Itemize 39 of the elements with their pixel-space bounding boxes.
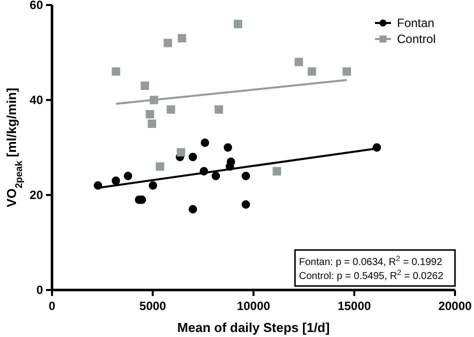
x-tick-label: 15000 [338,299,372,313]
y-tick-label: 0 [36,283,44,298]
point [294,58,304,66]
point [234,20,242,28]
point [148,181,158,190]
y-tick-label: 60 [30,0,44,12]
point [214,105,224,114]
x-tick-label: 10000 [236,299,271,313]
point [112,176,120,185]
point [342,67,351,76]
legend-label: Fontan [397,16,434,30]
point [140,82,150,90]
annotation: Fontan: p = 0.0634, R$^{2}$ = 0.1992 [299,254,443,268]
y-tick-label: 20 [30,188,44,202]
point [242,172,250,180]
point [164,38,172,48]
legend-label: Control [397,32,436,46]
point [178,34,186,42]
point [308,67,316,76]
point [146,110,154,118]
point [200,138,210,147]
point [156,162,164,171]
point [188,205,198,214]
x-axis-title: Mean of daily Steps [1/d] [177,320,330,335]
point [188,152,198,162]
point [124,172,132,180]
x-tick-label: 0 [48,299,56,313]
x-tick-label: 5000 [139,299,166,313]
point [112,67,120,76]
point [242,200,250,209]
point [148,120,156,128]
point [272,167,282,176]
point [166,105,176,114]
point [224,143,232,152]
point [176,148,186,156]
y-tick-label: 40 [30,93,44,108]
x-tick-label: 20000 [438,299,472,313]
point [212,172,220,180]
annotation: Control: p = 0.5495, R$^{2}$ = 0.0262 [299,268,444,282]
